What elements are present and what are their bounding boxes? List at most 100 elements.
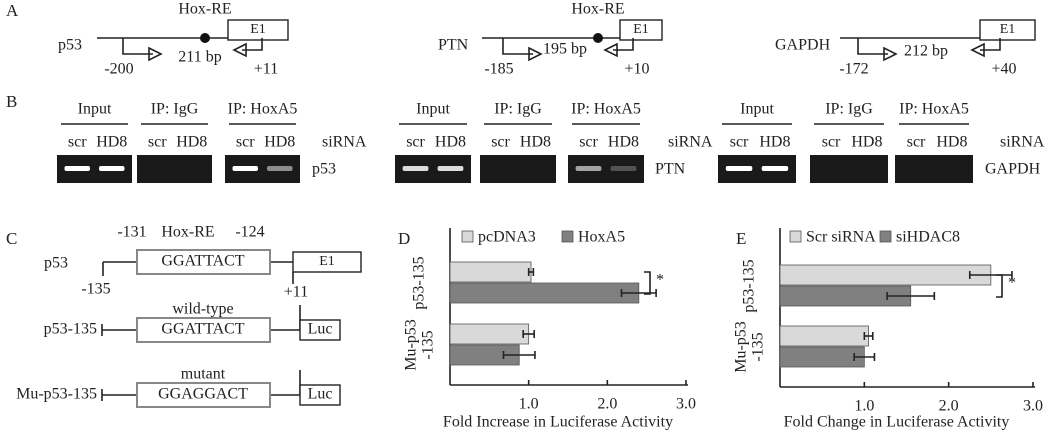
gel-band bbox=[437, 166, 464, 171]
gel-band bbox=[761, 166, 789, 171]
gene-name: p53 bbox=[44, 255, 68, 272]
lane-label: scr bbox=[730, 134, 749, 151]
bar bbox=[449, 261, 532, 283]
position: +11 bbox=[284, 284, 308, 301]
condition-label: siRNA bbox=[322, 134, 367, 151]
reporter: Luc bbox=[308, 321, 333, 338]
forward-primer bbox=[857, 38, 888, 55]
x-axis-title: Fold Change in Luciferase Activity bbox=[784, 414, 1010, 431]
arrowhead bbox=[970, 42, 985, 58]
construct-type: wild-type bbox=[172, 301, 233, 318]
forward-primer bbox=[502, 38, 533, 55]
x-tick-label: 3.0 bbox=[676, 396, 696, 413]
group-label: IP: IgG bbox=[151, 101, 199, 118]
significance-bracket bbox=[644, 271, 651, 295]
gel bbox=[895, 155, 973, 183]
bar bbox=[779, 264, 992, 286]
group-label: IP: HoxA5 bbox=[899, 101, 969, 118]
legend-label: siHDAC8 bbox=[896, 229, 960, 246]
hox-re-site bbox=[593, 33, 603, 43]
reporter: Luc bbox=[308, 386, 333, 403]
reporter-box bbox=[299, 319, 341, 341]
arrowhead bbox=[883, 46, 898, 62]
panel-label: D bbox=[398, 229, 410, 248]
lane-label: HD8 bbox=[936, 134, 967, 151]
exon-label: E1 bbox=[1000, 22, 1016, 37]
bar bbox=[779, 325, 869, 347]
lane-label: scr bbox=[822, 134, 841, 151]
lane-label: scr bbox=[406, 134, 425, 151]
hox-re-site bbox=[200, 33, 210, 43]
arrowhead bbox=[528, 46, 543, 62]
element-box bbox=[136, 317, 271, 343]
lane-label: HD8 bbox=[176, 134, 207, 151]
exon-label: E1 bbox=[633, 22, 649, 37]
product-size: 212 bp bbox=[904, 43, 948, 60]
gel-band bbox=[232, 166, 258, 171]
panel-label: A bbox=[6, 1, 19, 20]
gel-band bbox=[267, 166, 293, 171]
construct-type: mutant bbox=[181, 366, 226, 383]
category-label: Mu-p53-135 bbox=[732, 321, 766, 373]
legend-swatch bbox=[561, 230, 574, 243]
sequence: GGATTACT bbox=[161, 253, 244, 270]
gene-name: p53 bbox=[58, 37, 82, 54]
category-label: p53-135 bbox=[411, 256, 428, 309]
legend-swatch bbox=[879, 230, 892, 243]
gel-band bbox=[575, 166, 602, 171]
gene-name: PTN bbox=[438, 37, 469, 54]
lane-label: HD8 bbox=[520, 134, 551, 151]
lane-label: scr bbox=[907, 134, 926, 151]
arrowhead bbox=[148, 46, 163, 62]
gel-band bbox=[725, 166, 753, 171]
lane-label: scr bbox=[68, 134, 87, 151]
legend-label: pcDNA3 bbox=[478, 229, 536, 246]
group-label: Input bbox=[78, 101, 112, 118]
element-label: Hox-RE bbox=[571, 1, 624, 18]
lane-label: HD8 bbox=[264, 134, 295, 151]
position: -131 bbox=[117, 224, 146, 241]
lane-label: scr bbox=[148, 134, 167, 151]
product-size: 211 bp bbox=[178, 49, 221, 66]
lane-label: HD8 bbox=[608, 134, 639, 151]
reverse-primer bbox=[613, 38, 634, 51]
position: -135 bbox=[81, 281, 110, 298]
exon-box bbox=[227, 19, 289, 41]
forward-primer bbox=[122, 38, 153, 55]
lane-label: scr bbox=[491, 134, 510, 151]
exon-label: E1 bbox=[250, 22, 266, 37]
significance: * bbox=[1008, 275, 1016, 292]
bar bbox=[449, 323, 530, 345]
position: -124 bbox=[235, 224, 264, 241]
element-label: Hox-RE bbox=[161, 224, 214, 241]
panel-label: E bbox=[736, 229, 746, 248]
gel-band bbox=[610, 166, 637, 171]
gene-name: GAPDH bbox=[775, 37, 831, 54]
group-label: IP: HoxA5 bbox=[571, 101, 641, 118]
panel-label: C bbox=[6, 229, 17, 248]
gel bbox=[480, 155, 556, 183]
product-size: 195 bp bbox=[543, 41, 587, 58]
bar bbox=[449, 282, 640, 304]
x-tick-label: 2.0 bbox=[597, 396, 617, 413]
group-label: Input bbox=[740, 101, 774, 118]
exon-box bbox=[619, 19, 663, 41]
gene-label: PTN bbox=[655, 161, 686, 178]
x-axis-title: Fold Increase in Luciferase Activity bbox=[443, 414, 673, 431]
legend-label: HoxA5 bbox=[578, 229, 625, 246]
exon-label: E1 bbox=[319, 254, 335, 269]
lane-label: HD8 bbox=[96, 134, 127, 151]
reverse-primer bbox=[242, 38, 263, 51]
panel-label: B bbox=[6, 92, 17, 111]
gene-label: p53 bbox=[312, 161, 336, 178]
primer-position: +11 bbox=[254, 61, 278, 78]
construct-name: p53-135 bbox=[44, 321, 97, 338]
reporter-box bbox=[299, 384, 341, 406]
primer-position: +40 bbox=[991, 61, 1016, 78]
x-tick-label: 3.0 bbox=[1023, 398, 1043, 415]
primer-position: -172 bbox=[839, 61, 868, 78]
legend-swatch bbox=[789, 230, 802, 243]
legend-label: Scr siRNA bbox=[806, 229, 876, 246]
group-label: IP: HoxA5 bbox=[228, 101, 298, 118]
lane-label: HD8 bbox=[759, 134, 790, 151]
